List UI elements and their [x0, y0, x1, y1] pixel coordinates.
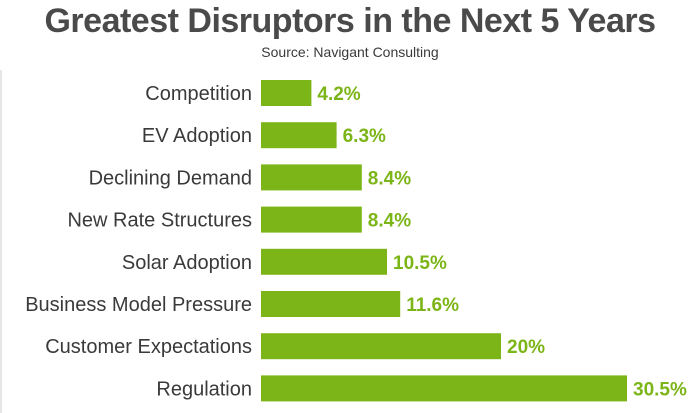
- chart-title: Greatest Disruptors in the Next 5 Years: [44, 2, 656, 40]
- bar: [261, 375, 627, 402]
- value-label: 10.5%: [393, 253, 447, 274]
- category-label: Declining Demand: [89, 167, 252, 189]
- bar: [261, 80, 312, 106]
- bar: [261, 333, 501, 360]
- category-label: Solar Adoption: [122, 252, 252, 274]
- bar: [261, 122, 337, 149]
- value-label: 8.4%: [368, 211, 411, 232]
- bar: [261, 164, 362, 191]
- bar: [261, 291, 401, 317]
- category-label: New Rate Structures: [67, 210, 252, 232]
- category-label: Regulation: [156, 378, 252, 400]
- value-label: 4.2%: [317, 84, 360, 105]
- value-label: 30.5%: [633, 379, 687, 400]
- value-label: 8.4%: [368, 168, 411, 189]
- category-label: Competition: [145, 83, 252, 105]
- bar: [261, 248, 387, 275]
- category-label: Business Model Pressure: [25, 294, 252, 316]
- value-label: 6.3%: [343, 126, 386, 147]
- bar: [261, 206, 362, 233]
- category-label: Customer Expectations: [45, 336, 252, 358]
- value-label: 20%: [507, 337, 545, 358]
- chart-subtitle: Source: Navigant Consulting: [261, 44, 439, 60]
- value-label: 11.6%: [406, 295, 459, 316]
- category-label: EV Adoption: [142, 125, 252, 147]
